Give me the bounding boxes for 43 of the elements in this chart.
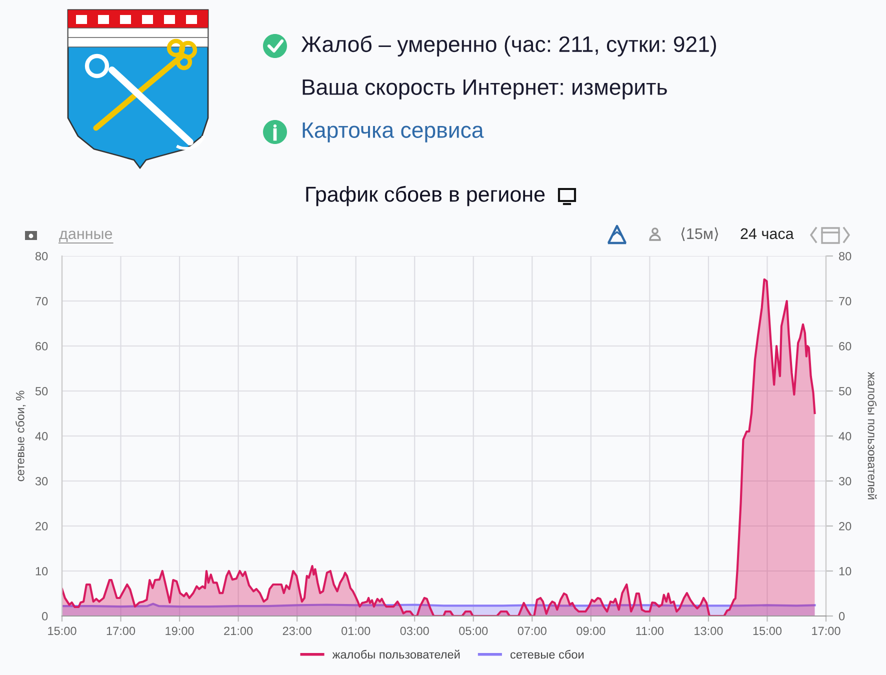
text: 24 часа bbox=[740, 228, 794, 240]
text: Жалоб – умеренно (час: 211, сутки: 921) bbox=[301, 36, 716, 56]
x-tick-label: 15:00 bbox=[48, 626, 76, 636]
x-tick-label: 17:00 bbox=[106, 626, 136, 636]
y2-axis-title: жалобы пользователей bbox=[868, 372, 877, 500]
x-tick-label: 19:00 bbox=[166, 626, 194, 636]
x-tick-label: 13:00 bbox=[694, 626, 723, 636]
x-tick-label: 11:00 bbox=[636, 626, 664, 636]
y2-tick-label: 70 bbox=[839, 297, 852, 306]
x-tick-label: 01:00 bbox=[342, 626, 370, 636]
y-tick-label: 50 bbox=[35, 387, 48, 396]
x-tick-label: 15:00 bbox=[753, 626, 782, 636]
y-tick-label: 20 bbox=[36, 522, 48, 530]
text: Карточка сервиса bbox=[302, 122, 484, 142]
x-tick-label: 03:00 bbox=[400, 626, 429, 636]
x-tick-label: 17:00 bbox=[812, 626, 840, 636]
y-tick-label: 80 bbox=[35, 252, 48, 260]
y2-tick-label: 0 bbox=[838, 612, 845, 620]
text: Ваша скорость Интернет: измерить bbox=[302, 79, 667, 100]
legend-label: жалобы пользователей bbox=[332, 650, 460, 659]
x-tick-label: 23:00 bbox=[282, 626, 312, 636]
y2-tick-label: 30 bbox=[838, 477, 852, 486]
y-tick-label: 10 bbox=[36, 567, 48, 576]
y2-tick-label: 80 bbox=[839, 252, 852, 260]
chart-title: График сбоев в регионе bbox=[306, 186, 545, 206]
y2-tick-label: 20 bbox=[839, 522, 852, 530]
x-tick-label: 05:00 bbox=[459, 626, 488, 636]
y2-tick-label: 10 bbox=[839, 567, 852, 576]
y-tick-label: 70 bbox=[36, 297, 48, 306]
x-tick-label: 09:00 bbox=[576, 626, 606, 636]
y2-tick-label: 50 bbox=[838, 387, 852, 396]
y-axis-title: сетевые сбои, % bbox=[16, 390, 26, 482]
y-tick-label: 30 bbox=[35, 477, 48, 486]
text: ⟨15м⟩ bbox=[681, 227, 718, 241]
y-tick-label: 0 bbox=[42, 612, 48, 620]
y2-tick-label: 60 bbox=[839, 342, 852, 350]
y-tick-label: 40 bbox=[35, 432, 48, 440]
text: данные bbox=[59, 230, 112, 242]
y2-tick-label: 40 bbox=[838, 432, 852, 440]
x-tick-label: 07:00 bbox=[518, 626, 546, 636]
y-tick-label: 60 bbox=[36, 342, 48, 350]
x-tick-label: 21:00 bbox=[224, 626, 253, 636]
legend-label: сетевые сбои bbox=[510, 650, 584, 659]
